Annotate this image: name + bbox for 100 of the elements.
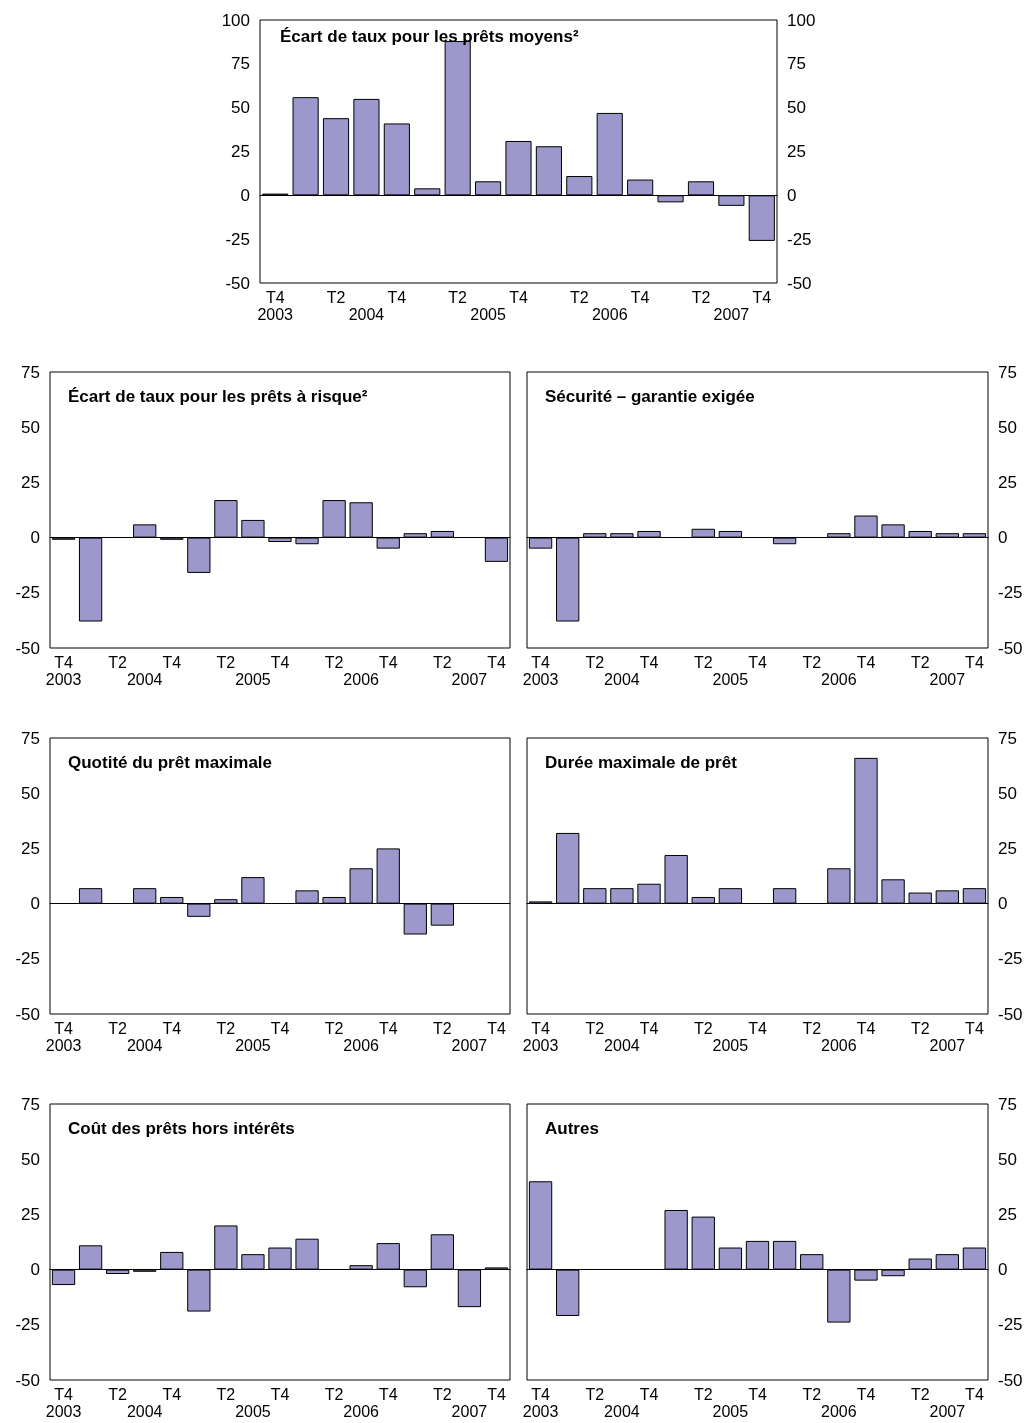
x-tick-label: T4 2003	[522, 1386, 559, 1420]
y-tick-label: 75	[231, 54, 250, 74]
x-tick-label: T2 2005	[693, 1386, 749, 1420]
x-tick-label: T2 2004	[585, 1020, 640, 1054]
x-tick-label: T2 2007	[433, 1020, 488, 1054]
x-tick-label: T2 2005	[216, 1386, 271, 1420]
y-tick-label: 0	[240, 185, 250, 205]
y-tick-label: 25	[998, 472, 1017, 492]
x-tick-label: T4	[748, 1020, 767, 1037]
y-tick-label: 75	[21, 1094, 40, 1114]
y-tick-label: -50	[998, 638, 1023, 658]
x-tick-label: T2 2006	[324, 1386, 380, 1420]
x-tick-label: T2 2005	[693, 654, 749, 688]
x-tick-label: T4	[378, 654, 398, 671]
y-tick-label: 75	[998, 362, 1017, 382]
x-tick-label: T2 2006	[324, 654, 380, 688]
x-tick-label: T2 2007	[433, 654, 488, 688]
y-tick-label: 50	[21, 417, 40, 437]
y-tick-label: -25	[998, 1315, 1023, 1335]
y-tick-label: 75	[21, 728, 40, 748]
x-tick-label: T2 2005	[693, 1020, 749, 1054]
x-tick-label: T4	[387, 289, 407, 306]
y-tick-label: 0	[30, 528, 40, 548]
y2-tick-label: 75	[787, 54, 806, 74]
y-tick-label: 0	[30, 894, 40, 914]
x-tick-label: T2 2006	[802, 654, 857, 688]
x-tick-label: T4	[509, 289, 528, 306]
y-tick-label: 50	[998, 783, 1017, 803]
x-tick-label: T2 2006	[569, 289, 628, 323]
text: Quotité du prêt maximale	[68, 753, 273, 772]
x-tick-label: T4	[965, 1020, 984, 1037]
x-tick-label: T2 2004	[108, 1386, 163, 1420]
y-tick-label: 50	[998, 1149, 1017, 1169]
y-tick-label: 25	[21, 838, 40, 858]
text: Sécurité – garantie exigée	[545, 387, 755, 406]
x-tick-label: T2 2007	[910, 1020, 966, 1054]
y2-tick-label: 50	[787, 98, 806, 118]
text: Durée maximale de prêt	[545, 753, 738, 772]
y2-tick-label: 100	[787, 10, 816, 30]
x-tick-label: T4	[270, 654, 290, 671]
x-tick-label: T4	[630, 289, 650, 306]
y2-tick-label: 0	[787, 185, 797, 205]
y-tick-label: -50	[225, 273, 250, 293]
x-tick-label: T2 2007	[691, 289, 750, 323]
x-tick-label: T4	[748, 1386, 767, 1403]
y-tick-label: 0	[998, 528, 1008, 548]
x-tick-label: T2 2007	[910, 1386, 966, 1420]
x-tick-label: T2 2006	[802, 1020, 857, 1054]
x-tick-label: T4	[487, 1020, 506, 1037]
x-tick-label: T4 2003	[522, 1020, 559, 1054]
y-tick-label: -50	[998, 1370, 1023, 1390]
x-tick-label: T4	[378, 1386, 398, 1403]
y-tick-label: -25	[998, 583, 1023, 603]
x-tick-label: T4 2003	[257, 289, 294, 323]
x-tick-label: T2 2004	[108, 654, 163, 688]
y2-tick-label: -50	[787, 273, 812, 293]
y-tick-label: 75	[21, 362, 40, 382]
x-tick-label: T4	[487, 654, 506, 671]
x-tick-label: T4	[639, 1386, 659, 1403]
y2-tick-label: 25	[787, 142, 806, 161]
y-tick-label: 50	[231, 98, 250, 118]
x-tick-label: T4	[162, 1386, 182, 1403]
x-tick-label: T4 2003	[45, 654, 82, 688]
x-tick-label: T4	[162, 1020, 182, 1037]
x-tick-label: T2 2005	[448, 289, 506, 323]
y-tick-label: 25	[21, 1204, 40, 1224]
x-tick-label: T4	[378, 1020, 398, 1037]
y-tick-label: 0	[998, 894, 1008, 914]
x-tick-label: T4	[856, 654, 876, 671]
x-tick-label: T4	[487, 1386, 506, 1403]
text: Autres	[545, 1119, 599, 1138]
x-tick-label: T4	[270, 1020, 290, 1037]
y-tick-label: 0	[30, 1260, 40, 1280]
y-tick-label: -50	[998, 1004, 1023, 1024]
x-tick-label: T2 2005	[216, 654, 271, 688]
y-tick-label: 25	[998, 838, 1017, 858]
y-tick-label: 25	[231, 142, 250, 161]
y-tick-label: 75	[998, 1094, 1017, 1114]
y2-tick-label: -25	[787, 229, 812, 249]
y-tick-label: -25	[15, 1315, 40, 1335]
x-tick-label: T2 2006	[802, 1386, 857, 1420]
x-tick-label: T4 2003	[45, 1020, 82, 1054]
y-tick-label: 25	[998, 1204, 1017, 1224]
x-tick-label: T2 2007	[910, 654, 966, 688]
x-tick-label: T4	[748, 654, 767, 671]
y-tick-label: -25	[998, 949, 1023, 969]
y-tick-label: -50	[15, 638, 40, 658]
chart-title: Écart de taux pour les prêts moyens²	[280, 27, 579, 46]
x-tick-label: T2 2004	[108, 1020, 163, 1054]
x-tick-label: T2 2004	[326, 289, 385, 323]
x-tick-label: T4	[856, 1020, 876, 1037]
x-tick-label: T2 2006	[324, 1020, 380, 1054]
x-tick-label: T4 2003	[45, 1386, 82, 1420]
y-tick-label: 25	[21, 472, 40, 492]
y-tick-label: -25	[15, 583, 40, 603]
x-tick-label: T4	[965, 654, 984, 671]
x-tick-label: T2 2004	[585, 654, 640, 688]
x-tick-label: T4	[270, 1386, 290, 1403]
x-tick-label: T4	[752, 289, 772, 306]
y-tick-label: 100	[221, 10, 250, 30]
